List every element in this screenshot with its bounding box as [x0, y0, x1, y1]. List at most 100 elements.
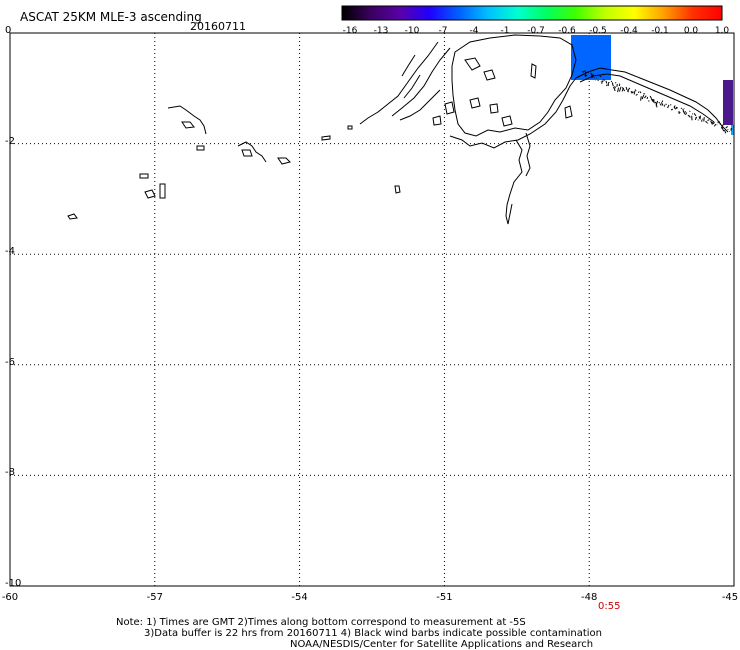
wind-barb	[669, 104, 672, 106]
wind-barb	[640, 96, 642, 101]
colorbar-tick-label: -4	[469, 26, 479, 36]
colorbar-tick-label: -0.1	[651, 26, 669, 36]
colorbar-tick-label: 0.0	[683, 26, 699, 36]
colorbar-tick-label: 1.0	[714, 26, 730, 36]
time-label: 0:55	[598, 601, 621, 612]
wind-barb	[611, 82, 614, 87]
x-tick-label: -45	[721, 592, 739, 603]
wind-barb	[727, 128, 729, 131]
y-tick-label: -2	[5, 135, 15, 147]
wind-barb	[618, 86, 622, 92]
wind-barb	[627, 90, 629, 93]
wind-barb	[661, 100, 664, 103]
wind-barb	[617, 87, 620, 93]
footer-note-line1: Note: 1) Times are GMT 2)Times along bot…	[116, 617, 526, 628]
wind-barb	[618, 83, 621, 87]
colorbar-tick-label: -0.6	[558, 26, 576, 36]
wind-barb	[688, 115, 691, 118]
wind-barb	[605, 80, 608, 84]
wind-barb	[707, 119, 710, 122]
wind-barb	[720, 124, 724, 129]
wind-barb	[723, 129, 727, 134]
wind-barb	[658, 101, 660, 104]
wind-barb	[650, 98, 654, 102]
wind-barb	[627, 87, 631, 91]
colorbar-tick-label: -0.7	[527, 26, 545, 36]
wind-barb	[682, 108, 685, 113]
wind-barb	[584, 70, 587, 74]
colorbar-tick-label: -0.4	[620, 26, 638, 36]
x-tick-label: -60	[1, 592, 19, 603]
wind-barb	[721, 126, 725, 132]
chart-title: ASCAT 25KM MLE-3 ascending	[20, 10, 202, 24]
wind-barb	[712, 121, 715, 125]
wind-barb	[614, 86, 616, 89]
wind-barb	[639, 91, 642, 94]
colorbar-tick-label: -10	[404, 26, 420, 36]
wind-barb	[660, 102, 664, 106]
wind-barb	[671, 108, 674, 111]
wind-barb	[730, 128, 733, 130]
y-tick-label: -10	[5, 578, 22, 589]
y-tick-label: -6	[5, 356, 15, 368]
wind-barb	[673, 105, 676, 108]
footer-note-line2: 3)Data buffer is 22 hrs from 20160711 4)…	[144, 628, 602, 639]
wind-barb	[685, 112, 688, 116]
swath-patch-cyan	[731, 125, 734, 135]
wind-barb	[714, 123, 717, 127]
wind-barb	[711, 122, 714, 125]
wind-barb	[614, 82, 617, 84]
x-tick-label: -54	[291, 592, 308, 603]
wind-barbs	[581, 70, 733, 134]
y-tick-label: -4	[5, 246, 15, 258]
wind-barb	[665, 103, 667, 106]
swath-patch-purple	[723, 80, 733, 125]
wind-barb	[635, 93, 638, 96]
wind-barb	[694, 116, 698, 121]
wind-barb	[719, 122, 722, 125]
wind-barb	[675, 106, 679, 109]
x-tick-label: -57	[146, 592, 163, 603]
colorbar-tick-label: -16	[342, 26, 358, 36]
colorbar-tick-label: -1	[500, 26, 510, 36]
colorbar-tick-label: -13	[373, 26, 389, 36]
plot-frame	[9, 32, 735, 587]
x-tick-label: -48	[581, 592, 598, 603]
wind-barb	[625, 86, 628, 91]
wind-barb	[631, 91, 634, 94]
wind-barb	[691, 113, 694, 115]
wind-barb	[613, 86, 616, 92]
wind-barb	[602, 79, 605, 81]
wind-barb	[725, 126, 728, 129]
wind-barb	[683, 110, 686, 115]
wind-barb	[633, 90, 636, 95]
wind-barb	[634, 89, 637, 92]
wind-barb	[659, 103, 662, 106]
wind-barb	[641, 94, 645, 100]
y-tick-label: -8	[5, 467, 15, 479]
x-tick-label: -51	[436, 592, 453, 603]
chart-date: 20160711	[190, 20, 246, 33]
wind-barb	[584, 74, 588, 78]
wind-barb	[606, 84, 608, 87]
footer-credit: NOAA/NESDIS/Center for Satellite Applica…	[290, 639, 594, 650]
swath-patch-blue	[571, 35, 611, 80]
wind-barb	[623, 89, 626, 92]
coastline	[67, 34, 729, 225]
wind-barb	[597, 79, 599, 82]
wind-barb	[678, 112, 681, 115]
wind-barb	[667, 104, 670, 108]
y-tick-label: 0	[5, 25, 12, 36]
colorbar	[341, 5, 723, 21]
wind-barb	[584, 72, 587, 77]
wind-barb	[693, 113, 697, 117]
wind-barb	[621, 87, 625, 92]
colorbar-tick-label: -7	[438, 26, 448, 36]
wind-barb	[730, 129, 732, 131]
wind-barb	[644, 95, 647, 99]
wind-barb	[649, 95, 653, 100]
colorbar-tick-label: -0.5	[589, 26, 607, 36]
wind-barb	[655, 100, 659, 106]
